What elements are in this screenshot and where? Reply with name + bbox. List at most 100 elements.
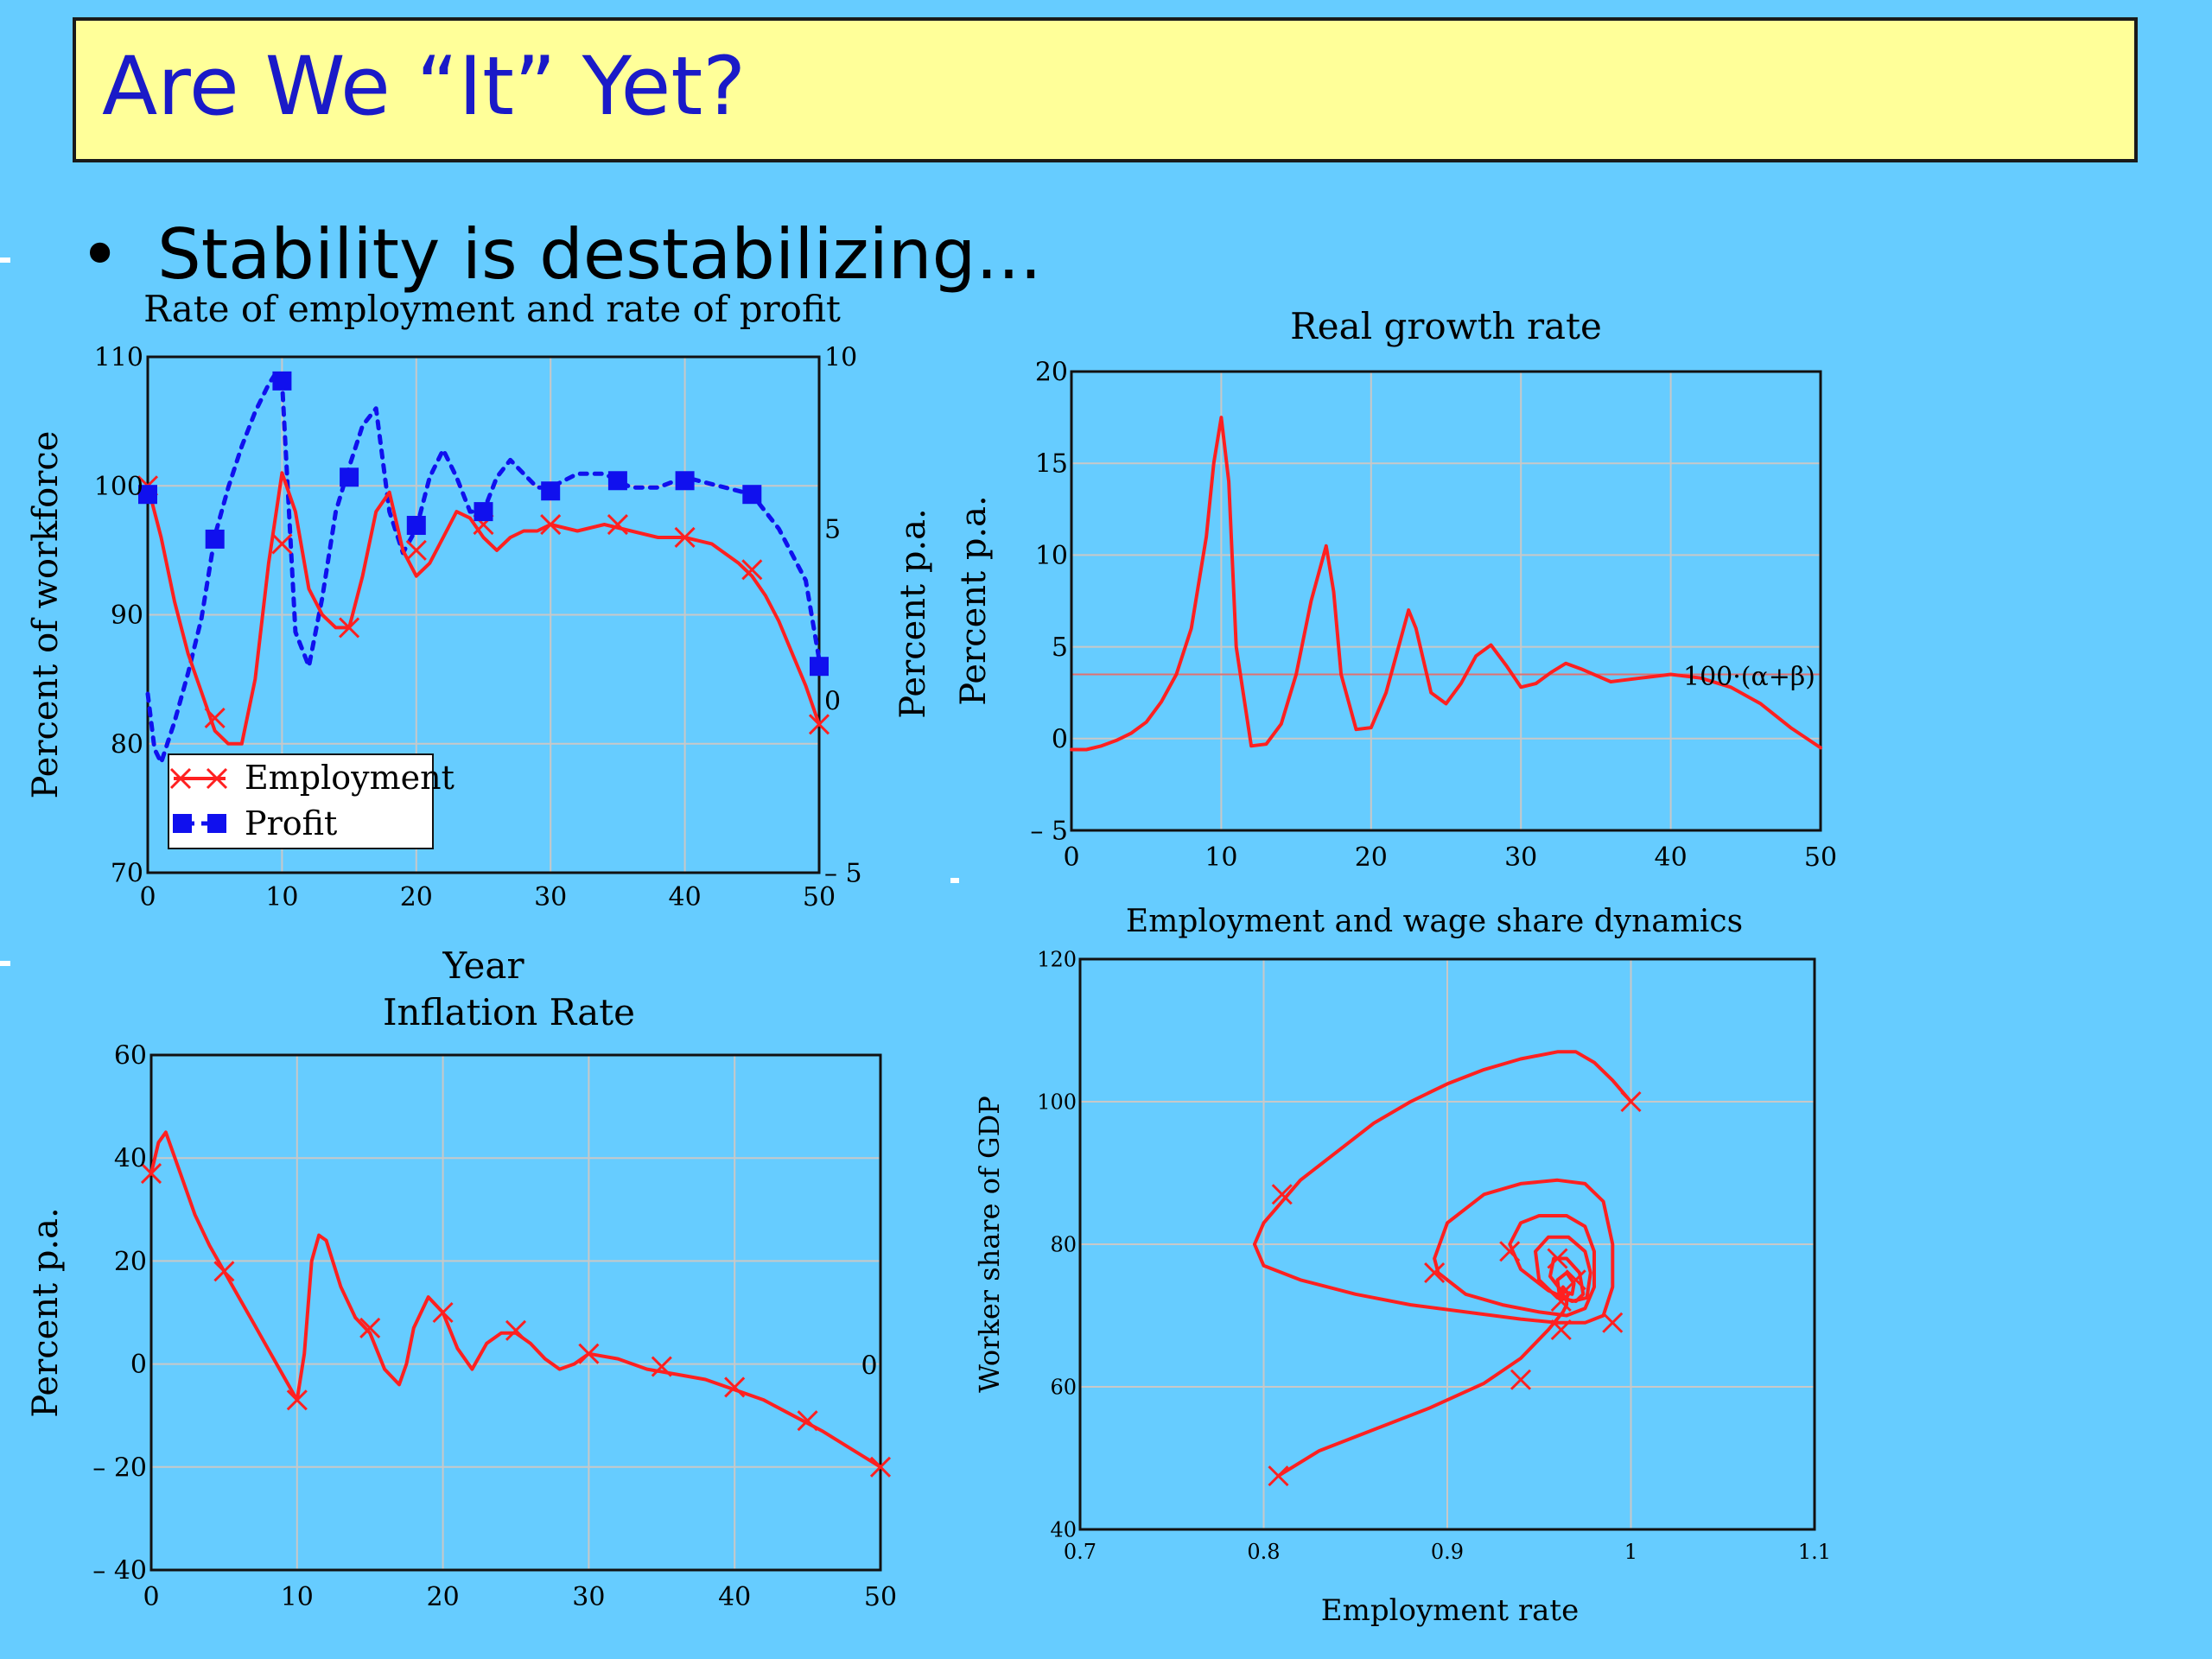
employment-marker: [808, 714, 830, 735]
x-marker-stroke: [607, 513, 628, 536]
profit-marker: [742, 485, 762, 505]
legend-label-employment: Employment: [245, 759, 454, 797]
x-tick-label: 50: [1804, 842, 1837, 873]
x-marker-stroke: [204, 707, 226, 728]
x-marker-stroke: [1565, 1269, 1586, 1291]
x-tick-label: 20: [1355, 842, 1388, 873]
legend-marker-employment: [206, 767, 228, 790]
x-marker-stroke: [1547, 1248, 1568, 1269]
x-tick-label: 10: [265, 882, 298, 912]
x-marker-stroke: [869, 1456, 892, 1478]
y-tick-label: – 5: [1030, 817, 1068, 847]
y2-tick-label: – 5: [824, 859, 862, 889]
x-marker-stroke: [140, 1163, 162, 1185]
profit-marker: [607, 471, 627, 491]
x-axis-label: Year: [442, 944, 524, 987]
y-tick-label: 120: [1037, 947, 1077, 971]
y-tick-label: 5: [1052, 632, 1068, 663]
profit-marker: [340, 467, 359, 487]
y-tick-label: 90: [111, 601, 143, 631]
y-axis-label: Worker share of GDP: [973, 1096, 1006, 1393]
x-tick-label: 20: [427, 1582, 460, 1612]
x-marker-stroke: [286, 1389, 308, 1411]
reference-line-label: 100·(α+β): [1683, 662, 1815, 692]
x-tick-label: 40: [669, 882, 702, 912]
x-tick-label: 0: [139, 882, 156, 912]
chart-title-inflation: Inflation Rate: [383, 991, 635, 1033]
plot-frame: [1070, 370, 1822, 832]
x-marker-stroke: [339, 617, 360, 639]
x-tick-label: 10: [1205, 842, 1237, 873]
x-marker-stroke: [1424, 1262, 1446, 1284]
x-marker-stroke: [674, 526, 696, 549]
x-tick-label: 0: [143, 1582, 159, 1612]
x-marker-stroke: [1602, 1312, 1624, 1333]
y-tick-label: 10: [1035, 541, 1068, 571]
profit-marker: [810, 657, 829, 677]
profit-marker: [205, 529, 225, 549]
x-tick-label: 40: [718, 1582, 751, 1612]
chart-title-phase: Employment and wage share dynamics: [1126, 904, 1743, 939]
x-marker-stroke: [1268, 1465, 1289, 1487]
x-marker-stroke: [405, 539, 427, 561]
profit-marker: [541, 481, 561, 501]
chart-title-real-growth: Real growth rate: [1290, 305, 1602, 347]
y-tick-label: 70: [111, 859, 143, 889]
inflation-marker: [869, 1456, 892, 1478]
employment-marker: [607, 513, 628, 536]
plot-frame: [1078, 957, 1816, 1531]
phase-marker: [1602, 1312, 1624, 1333]
employment-marker: [540, 513, 562, 536]
edge-mark-1: [0, 257, 10, 263]
edge-mark-3: [950, 878, 959, 883]
y-tick-label: 40: [1050, 1517, 1077, 1541]
employment-marker: [405, 539, 427, 561]
y-tick-label: 80: [111, 729, 143, 760]
x-marker-stroke: [651, 1356, 672, 1377]
y-tick-label: 20: [114, 1247, 147, 1277]
phase-marker: [1550, 1319, 1572, 1341]
phase-marker: [1550, 1290, 1572, 1313]
x-tick-label: 30: [572, 1582, 605, 1612]
y-tick-label: 110: [94, 343, 143, 373]
x-marker-stroke: [808, 714, 830, 735]
x-marker-stroke: [797, 1410, 818, 1432]
edge-mark-2: [0, 961, 10, 966]
profit-line: [145, 372, 822, 766]
inflation-marker: [578, 1343, 600, 1364]
y-tick-label: 20: [1035, 358, 1068, 388]
phase-marker: [1271, 1184, 1293, 1205]
y-tick-label: 40: [114, 1144, 147, 1174]
y2-tick-label: 5: [824, 515, 841, 545]
phase-marker: [1565, 1269, 1586, 1291]
y-tick-label: 100: [94, 472, 143, 502]
y-tick-label: 0: [1052, 724, 1068, 754]
x-tick-label: 50: [803, 882, 836, 912]
legend-marker-profit: [207, 814, 226, 833]
y-tick-label: 15: [1035, 449, 1068, 480]
inflation-line: [149, 1130, 882, 1469]
x-marker-stroke: [741, 559, 763, 581]
x-marker-stroke: [1550, 1290, 1572, 1313]
x-tick-label: 50: [864, 1582, 897, 1612]
profit-marker: [138, 485, 157, 505]
x-tick-label: 30: [534, 882, 567, 912]
x-marker-stroke: [540, 513, 562, 536]
growth-line: [1070, 416, 1822, 752]
profit-marker: [272, 371, 292, 391]
bullet-item: • Stability is destabilizing...: [79, 214, 1042, 295]
x-tick-label: 0.8: [1247, 1540, 1280, 1564]
chart-title-employment-profit: Rate of employment and rate of profit: [143, 288, 841, 330]
phase-marker: [1547, 1248, 1568, 1269]
legend-marker-profit: [173, 814, 192, 833]
y-tick-label: 80: [1050, 1232, 1077, 1256]
profit-marker: [406, 516, 426, 536]
x-tick-label: 30: [1504, 842, 1537, 873]
inflation-marker: [505, 1319, 527, 1341]
phase-marker: [1620, 1090, 1642, 1113]
legend-label-profit: Profit: [245, 804, 337, 842]
y-tick-label: 0: [130, 1350, 147, 1380]
phase-marker: [1510, 1369, 1532, 1390]
y-tick-label: – 40: [92, 1556, 147, 1586]
